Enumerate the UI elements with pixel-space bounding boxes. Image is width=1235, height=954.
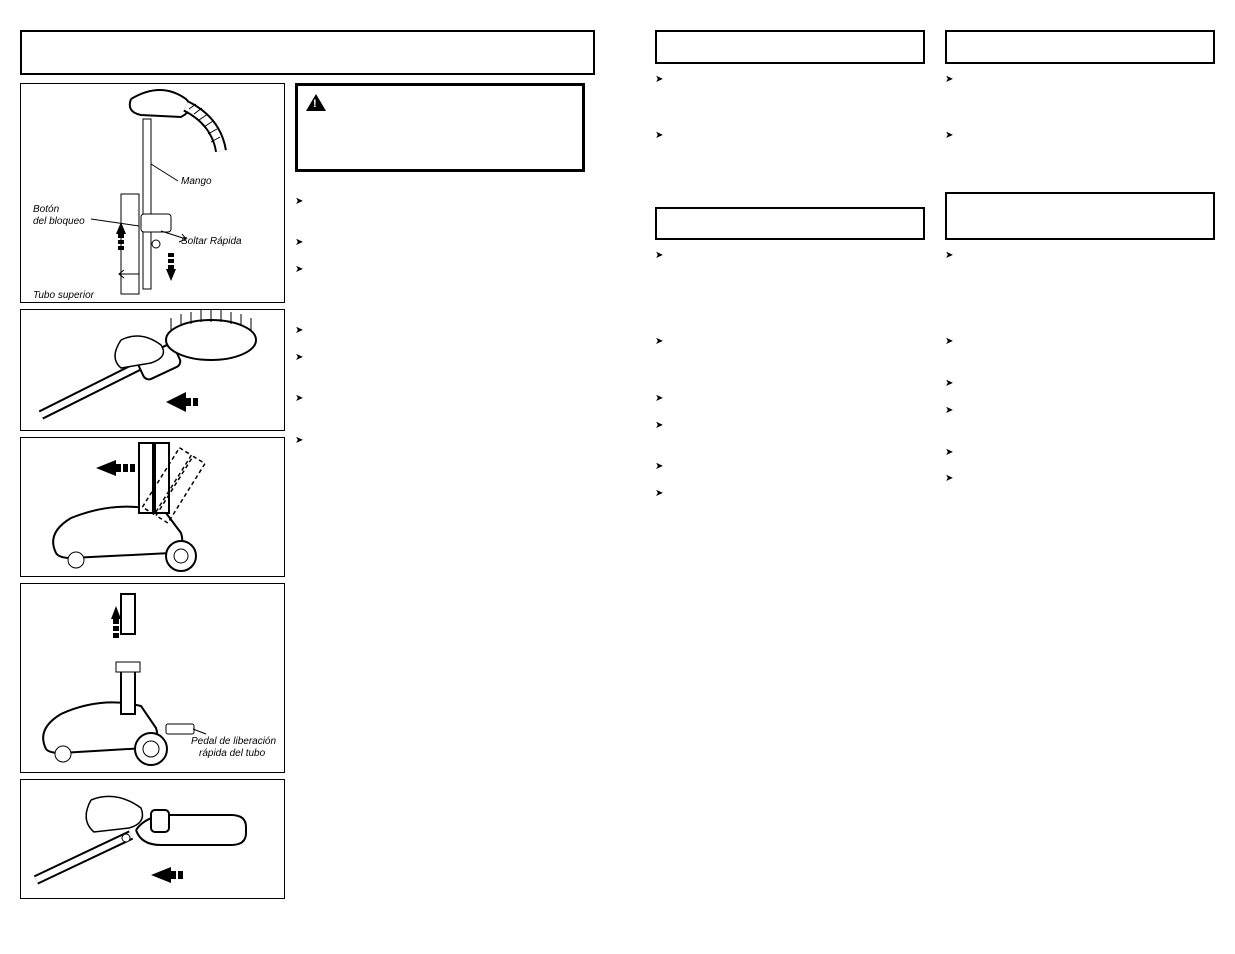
warning-heading: ADVERTENCIA: [332, 92, 440, 112]
warning-body: No ponga las manos o los pies en el inte…: [306, 116, 574, 161]
figure-handle-release: Mango Soltar Rápida Botón del bloqueo Tu…: [20, 83, 285, 303]
section-title: Limpieza de alfombras: [955, 38, 1205, 56]
label-boton-l1: Botón: [33, 204, 60, 215]
list-item: Se reporter aux sections RALLONGE et RÉG…: [655, 418, 925, 448]
page-number-left: - 42 -: [26, 940, 52, 952]
list-item: Fixer l'accessoire pour plancher au bout…: [655, 391, 925, 406]
step-item: Para volver a colocar, vuelve a poner el…: [295, 391, 585, 421]
list-item: L'aspirateur est toujours prêt pour le n…: [655, 128, 925, 173]
label-pedal-l2: rápida del tubo: [199, 748, 266, 759]
list-item: Conecte el accesorio.: [945, 445, 1215, 460]
section-title: Moquettes et tapis: [665, 38, 915, 56]
es-list-2: Para pisos sin alfombras, ponga el selec…: [945, 248, 1215, 516]
es-list-1: Para obtener los mejores resultados de l…: [945, 72, 1215, 158]
section-title: Planchers: [665, 215, 915, 233]
step-item: Gire el interruptor de encendido a la po…: [295, 433, 585, 463]
step-item: Tire el botón del bloqueo para soltar el…: [295, 235, 585, 250]
section-title: Pisos sin alfombra: [955, 200, 1205, 218]
left-title: Extracción del mango para limpiar: [34, 42, 581, 63]
list-item: Mettre le sélecteur de tapis/plancher à …: [655, 486, 925, 531]
list-item: La aspiradora se puede usar para limpiar…: [945, 128, 1215, 158]
section-box-es-1: Limpieza de alfombras: [945, 30, 1215, 64]
left-text-column: ADVERTENCIA No ponga las manos o los pie…: [295, 83, 585, 905]
figure-dust-brush: [20, 309, 285, 431]
page-number-right: - 31 -: [1183, 940, 1209, 952]
step-item: Tire el mango hacia arriba. Fije el acce…: [295, 262, 585, 311]
list-item: Para pisos sin alfombras, ponga el selec…: [945, 248, 1215, 322]
section-box-fr-2: Planchers: [655, 207, 925, 241]
list-item: Fixer l'accessoire.: [655, 459, 925, 474]
label-tubo: Tubo superior: [33, 290, 95, 301]
column-spanish: Limpieza de alfombras Para obtener los m…: [945, 30, 1215, 905]
right-page: Moquettes et tapis Pour obtenir les meil…: [655, 30, 1215, 905]
left-steps-list: Asegúrese de que el botón de apagado/enc…: [295, 194, 585, 463]
warning-icon: [306, 94, 326, 111]
figure-wand-pedal: Pedal de liberación rápida del tubo: [20, 583, 285, 773]
list-item: Ajuste el selector de alfombra-piso a la…: [945, 471, 1215, 516]
fr-list-2: Pour les parquets et les planchers, pous…: [655, 248, 925, 531]
figure-floor-tool: [20, 779, 285, 899]
list-item: Coloque el cepillo para pisos en el tubo…: [945, 376, 1215, 391]
warning-box: ADVERTENCIA No ponga las manos o los pie…: [295, 83, 585, 172]
label-soltar: Soltar Rápida: [181, 236, 242, 247]
step-item: El agitador no gira cuando el aspirador …: [295, 350, 585, 380]
section-box-es-2: Pisos sin alfombra (Usando la base): [945, 192, 1215, 240]
column-french: Moquettes et tapis Pour obtenir les meil…: [655, 30, 925, 905]
left-page: Extracción del mango para limpiar: [20, 30, 595, 905]
label-mango: Mango: [181, 176, 212, 187]
list-item: Con el cepillo para pisos se pueden limp…: [945, 334, 1215, 364]
step-item: Asegúrese de que el botón de apagado/enc…: [295, 194, 585, 224]
list-item: Pour les parquets et les planchers, pous…: [655, 248, 925, 322]
fr-list-1: Pour obtenir les meilleurs résultats, ré…: [655, 72, 925, 173]
section-subtitle: (Usando la base): [955, 217, 1205, 232]
step-item: Apriete el pedal de liberación del tubo …: [295, 323, 585, 338]
figure-upright-tilt: [20, 437, 285, 577]
list-item: Consulte las secciones EXTENSIÓN DEL TUB…: [945, 403, 1215, 433]
list-item: Il est possible d'utiliser la brosse à p…: [655, 334, 925, 379]
label-pedal-l1: Pedal de liberación: [191, 736, 276, 747]
left-title-box: Extracción del mango para limpiar: [20, 30, 595, 75]
illustration-column: Mango Soltar Rápida Botón del bloqueo Tu…: [20, 83, 285, 905]
label-boton-l2: del bloqueo: [33, 216, 85, 227]
step-sub: Fije el accesorio deslizándolo sobre el …: [313, 281, 585, 311]
section-box-fr-1: Moquettes et tapis: [655, 30, 925, 64]
list-item: Pour obtenir les meilleurs résultats, ré…: [655, 72, 925, 117]
list-item: Para obtener los mejores resultados de l…: [945, 72, 1215, 117]
